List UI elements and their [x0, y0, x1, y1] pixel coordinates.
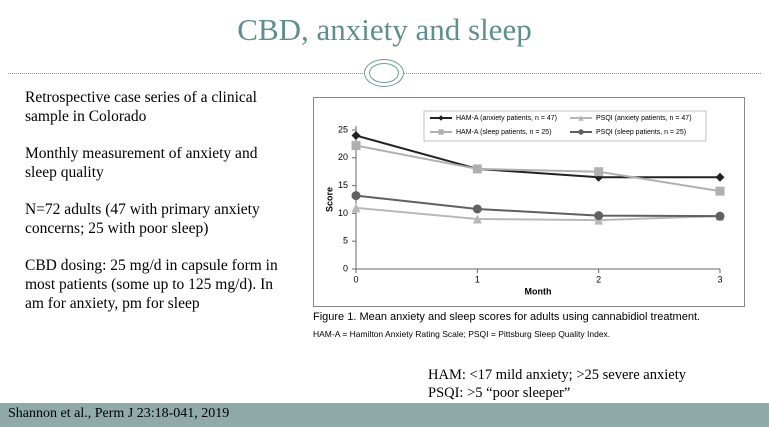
figure-caption: Figure 1. Mean anxiety and sleep scores … [313, 311, 701, 323]
series-line [355, 144, 721, 193]
legend-box [423, 110, 707, 142]
marker [578, 115, 584, 121]
legend-label: HAM-A (anxiety patients, n = 47) [456, 115, 557, 122]
marker [472, 214, 482, 224]
marker [715, 211, 725, 221]
marker [351, 191, 361, 201]
y-tick-label: 20 [338, 152, 348, 162]
y-tick-label: 15 [338, 180, 348, 190]
x-tick-label: 1 [475, 274, 480, 284]
marker [715, 186, 725, 196]
paragraph: CBD dosing: 25 mg/d in capsule form in m… [25, 257, 278, 312]
series-line [355, 206, 721, 222]
legend-label: HAM-A (sleep patients, n = 25) [456, 129, 552, 136]
legend-label: PSQI (anxiety patients, n = 47) [596, 115, 692, 122]
marker [351, 131, 361, 141]
note: HAM: <17 mild anxiety; >25 severe anxiet… [428, 367, 686, 383]
marker [438, 115, 444, 121]
legend-label: PSQI (sleep patients, n = 25) [596, 129, 686, 136]
marker [594, 167, 604, 177]
x-tick-label: 2 [596, 274, 601, 284]
footer-bar: Shannon et al., Perm J 23:18-041, 2019 [0, 403, 769, 427]
marker [715, 172, 725, 182]
citation: Shannon et al., Perm J 23:18-041, 2019 [8, 406, 230, 421]
slide-title: CBD, anxiety and sleep [237, 12, 532, 47]
y-tick-label: 5 [343, 236, 348, 246]
paragraph: Retrospective case series of a clinical … [25, 89, 257, 125]
marker [472, 204, 482, 214]
marker [578, 129, 584, 135]
x-tick-label: 0 [353, 274, 358, 284]
y-tick-label: 10 [338, 208, 348, 218]
chart-frame [313, 97, 745, 307]
x-axis-label: Month [525, 286, 552, 296]
ornament [364, 59, 404, 87]
series-line [355, 134, 720, 179]
note: PSQI: >5 “poor sleeper” [428, 385, 571, 401]
y-tick-label: 25 [338, 124, 348, 134]
series-line [355, 194, 721, 218]
paragraph: N=72 adults (47 with primary anxiety con… [25, 201, 260, 237]
caption-note: HAM-A = Hamilton Anxiety Rating Scale; P… [313, 329, 611, 339]
body-text: Retrospective case series of a clinical … [25, 88, 293, 331]
y-tick-label: 0 [343, 263, 348, 273]
marker [351, 203, 361, 213]
paragraph: Monthly measurement of anxiety and sleep… [25, 145, 258, 181]
notes: HAM: <17 mild anxiety; >25 severe anxiet… [428, 366, 686, 402]
marker [438, 129, 444, 135]
marker [594, 211, 604, 221]
marker [472, 164, 482, 174]
marker [351, 141, 361, 151]
y-axis-label: Score [324, 187, 334, 212]
x-tick-label: 3 [717, 274, 722, 284]
